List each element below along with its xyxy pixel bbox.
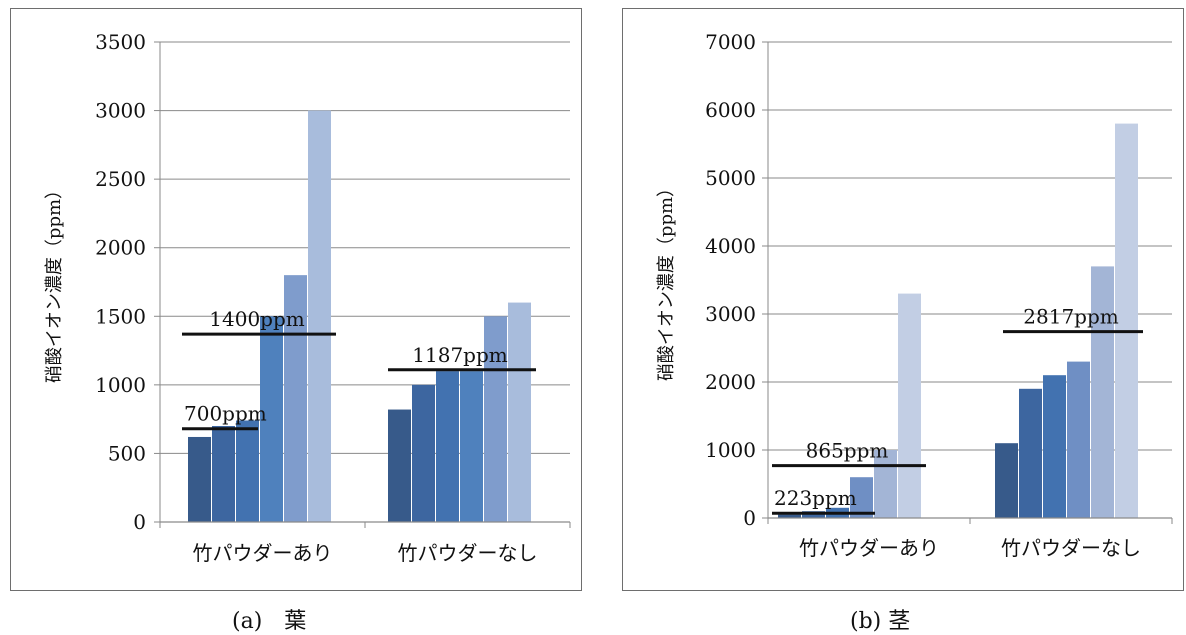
y-axis-label: 硝酸イオン濃度（ppm） (44, 181, 65, 383)
category-label: 竹パウダーなし (398, 541, 538, 565)
reference-label: 2817ppm (1023, 305, 1119, 329)
y-tick-label: 1500 (95, 304, 146, 328)
y-tick-label: 3000 (95, 99, 146, 123)
y-tick-label: 7000 (705, 30, 756, 54)
bar (284, 275, 307, 522)
bar (460, 371, 483, 522)
bar (412, 384, 435, 522)
chart-1: 0 1000 2000 3000 4000 5000 6000 7000 竹パウダーあり 竹パウダ… (656, 30, 1173, 560)
bar (260, 316, 283, 522)
y-tick-label: 2000 (705, 370, 756, 394)
category-label: 竹パウダーあり (193, 541, 333, 565)
y-tick-label: 4000 (705, 234, 756, 258)
chart-canvas: 0 500 1000 1500 2000 2500 3000 3500 竹パウダーあり 竹パウダー… (44, 30, 1173, 565)
y-axis-label: 硝酸イオン濃度（ppm） (656, 179, 677, 381)
y-tick-label: 2000 (95, 236, 146, 260)
reference-label: 700ppm (184, 402, 267, 426)
y-tick-label: 3000 (705, 302, 756, 326)
bar (995, 443, 1018, 518)
reference-label: 1187ppm (412, 343, 508, 367)
bar (308, 110, 331, 523)
reference-label: 865ppm (806, 439, 889, 463)
y-tick-label: 6000 (705, 98, 756, 122)
category-label: 竹パウダーなし (1001, 536, 1141, 560)
bar (1067, 361, 1090, 518)
bar (236, 420, 259, 522)
bar (388, 409, 411, 522)
caption-leaf: (a) 葉 (232, 609, 307, 634)
y-tick-label: 1000 (95, 373, 146, 397)
bar (1091, 266, 1114, 518)
bar (898, 293, 921, 518)
caption-stem: (b) 茎 (850, 609, 911, 634)
category-label: 竹パウダーあり (799, 536, 939, 560)
y-tick-label: 0 (743, 506, 756, 530)
y-tick-label: 500 (108, 441, 146, 465)
y-tick-label: 2500 (95, 167, 146, 191)
reference-label: 223ppm (774, 486, 857, 510)
chart-0: 0 500 1000 1500 2000 2500 3000 3500 竹パウダーあり 竹パウダー… (44, 30, 571, 565)
bar (436, 371, 459, 522)
bar (1115, 123, 1138, 518)
y-tick-label: 1000 (705, 438, 756, 462)
y-tick-label: 5000 (705, 166, 756, 190)
bar (484, 316, 507, 522)
reference-label: 1400ppm (209, 307, 305, 331)
y-tick-label: 0 (133, 510, 146, 534)
bar (508, 302, 531, 522)
bar (1043, 375, 1066, 518)
bar (1019, 388, 1042, 518)
y-tick-label: 3500 (95, 30, 146, 54)
bar (850, 477, 873, 518)
bar (188, 436, 211, 522)
bar (212, 426, 235, 522)
bar (778, 514, 801, 518)
